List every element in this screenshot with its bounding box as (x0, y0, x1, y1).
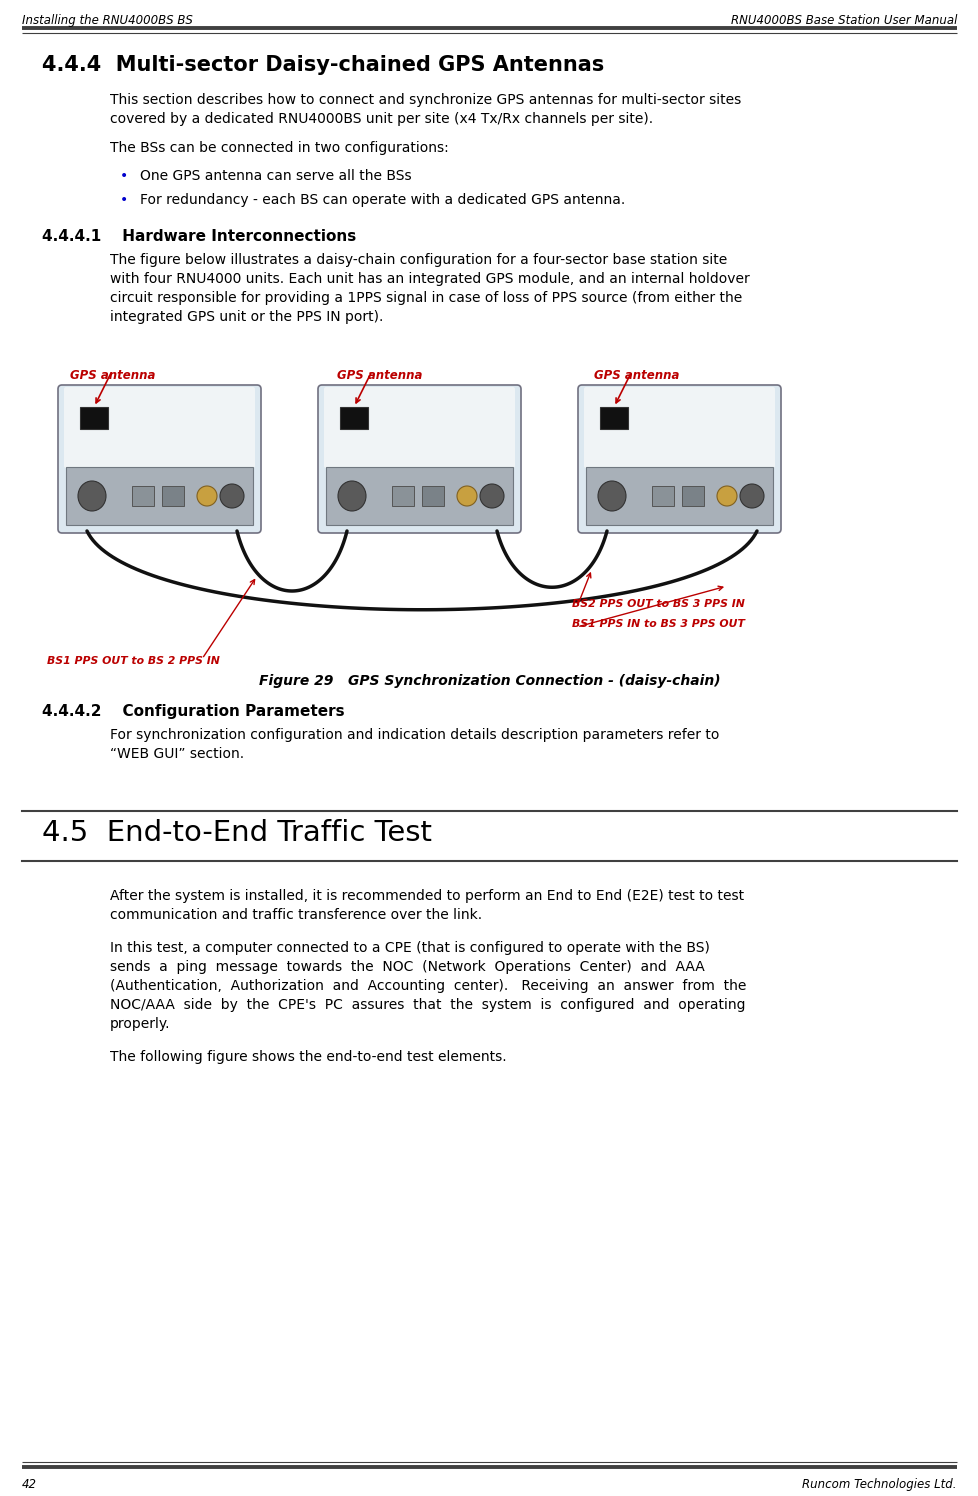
Text: BS2 PPS OUT to BS 3 PPS IN: BS2 PPS OUT to BS 3 PPS IN (571, 598, 744, 609)
Bar (422, 486, 444, 506)
FancyBboxPatch shape (318, 384, 520, 533)
Text: One GPS antenna can serve all the BSs: One GPS antenna can serve all the BSs (140, 169, 411, 183)
Text: properly.: properly. (110, 1017, 170, 1031)
Text: 4.4.4.1    Hardware Interconnections: 4.4.4.1 Hardware Interconnections (42, 229, 356, 244)
Circle shape (197, 486, 217, 506)
Text: circuit responsible for providing a 1PPS signal in case of loss of PPS source (f: circuit responsible for providing a 1PPS… (110, 292, 741, 305)
Bar (161, 486, 184, 506)
Bar (339, 407, 368, 429)
Text: In this test, a computer connected to a CPE (that is configured to operate with : In this test, a computer connected to a … (110, 941, 709, 954)
Text: This section describes how to connect and synchronize GPS antennas for multi-sec: This section describes how to connect an… (110, 93, 740, 108)
Text: 4.4.4  Multi-sector Daisy-chained GPS Antennas: 4.4.4 Multi-sector Daisy-chained GPS Ant… (42, 55, 603, 75)
FancyBboxPatch shape (324, 387, 514, 468)
FancyBboxPatch shape (584, 387, 775, 468)
Bar (132, 486, 154, 506)
Bar (600, 407, 627, 429)
Text: The figure below illustrates a daisy-chain configuration for a four-sector base : The figure below illustrates a daisy-cha… (110, 253, 727, 266)
FancyBboxPatch shape (64, 387, 254, 468)
Circle shape (739, 485, 763, 509)
Text: 42: 42 (22, 1478, 37, 1492)
Bar (586, 467, 773, 525)
Text: covered by a dedicated RNU4000BS unit per site (x4 Tx/Rx channels per site).: covered by a dedicated RNU4000BS unit pe… (110, 112, 652, 126)
Text: After the system is installed, it is recommended to perform an End to End (E2E) : After the system is installed, it is rec… (110, 889, 743, 904)
Bar (326, 467, 512, 525)
Text: Installing the RNU4000BS BS: Installing the RNU4000BS BS (22, 13, 193, 27)
Text: Figure 29   GPS Synchronization Connection - (daisy-chain): Figure 29 GPS Synchronization Connection… (259, 675, 720, 688)
Text: The BSs can be connected in two configurations:: The BSs can be connected in two configur… (110, 141, 448, 156)
Text: For redundancy - each BS can operate with a dedicated GPS antenna.: For redundancy - each BS can operate wit… (140, 193, 625, 206)
Ellipse shape (78, 482, 106, 512)
Circle shape (716, 486, 736, 506)
Text: NOC/AAA  side  by  the  CPE's  PC  assures  that  the  system  is  configured  a: NOC/AAA side by the CPE's PC assures tha… (110, 998, 744, 1011)
Text: integrated GPS unit or the PPS IN port).: integrated GPS unit or the PPS IN port). (110, 310, 383, 325)
Text: The following figure shows the end-to-end test elements.: The following figure shows the end-to-en… (110, 1050, 506, 1064)
Text: RNU4000BS Base Station User Manual: RNU4000BS Base Station User Manual (730, 13, 956, 27)
Text: GPS antenna: GPS antenna (70, 370, 156, 381)
Text: BS1 PPS OUT to BS 2 PPS IN: BS1 PPS OUT to BS 2 PPS IN (47, 657, 220, 666)
Text: Runcom Technologies Ltd.: Runcom Technologies Ltd. (802, 1478, 956, 1492)
Circle shape (220, 485, 244, 509)
Bar (391, 486, 414, 506)
Text: 4.5  End-to-End Traffic Test: 4.5 End-to-End Traffic Test (42, 818, 431, 847)
Text: BS1 PPS IN to BS 3 PPS OUT: BS1 PPS IN to BS 3 PPS OUT (571, 619, 744, 628)
Bar (651, 486, 673, 506)
Text: •: • (120, 193, 128, 206)
Text: GPS antenna: GPS antenna (594, 370, 679, 381)
Text: with four RNU4000 units. Each unit has an integrated GPS module, and an internal: with four RNU4000 units. Each unit has a… (110, 272, 749, 286)
FancyBboxPatch shape (58, 384, 261, 533)
Text: (Authentication,  Authorization  and  Accounting  center).   Receiving  an  answ: (Authentication, Authorization and Accou… (110, 978, 745, 993)
FancyBboxPatch shape (577, 384, 780, 533)
Text: communication and traffic transference over the link.: communication and traffic transference o… (110, 908, 481, 922)
Text: GPS antenna: GPS antenna (336, 370, 422, 381)
Ellipse shape (337, 482, 366, 512)
Ellipse shape (598, 482, 625, 512)
Bar (66, 467, 252, 525)
Bar (80, 407, 108, 429)
Text: •: • (120, 169, 128, 183)
Text: 4.4.4.2    Configuration Parameters: 4.4.4.2 Configuration Parameters (42, 705, 344, 720)
Text: “WEB GUI” section.: “WEB GUI” section. (110, 747, 244, 761)
Text: sends  a  ping  message  towards  the  NOC  (Network  Operations  Center)  and  : sends a ping message towards the NOC (Ne… (110, 960, 704, 974)
Text: For synchronization configuration and indication details description parameters : For synchronization configuration and in… (110, 729, 719, 742)
Circle shape (479, 485, 504, 509)
Circle shape (457, 486, 476, 506)
Bar (682, 486, 703, 506)
